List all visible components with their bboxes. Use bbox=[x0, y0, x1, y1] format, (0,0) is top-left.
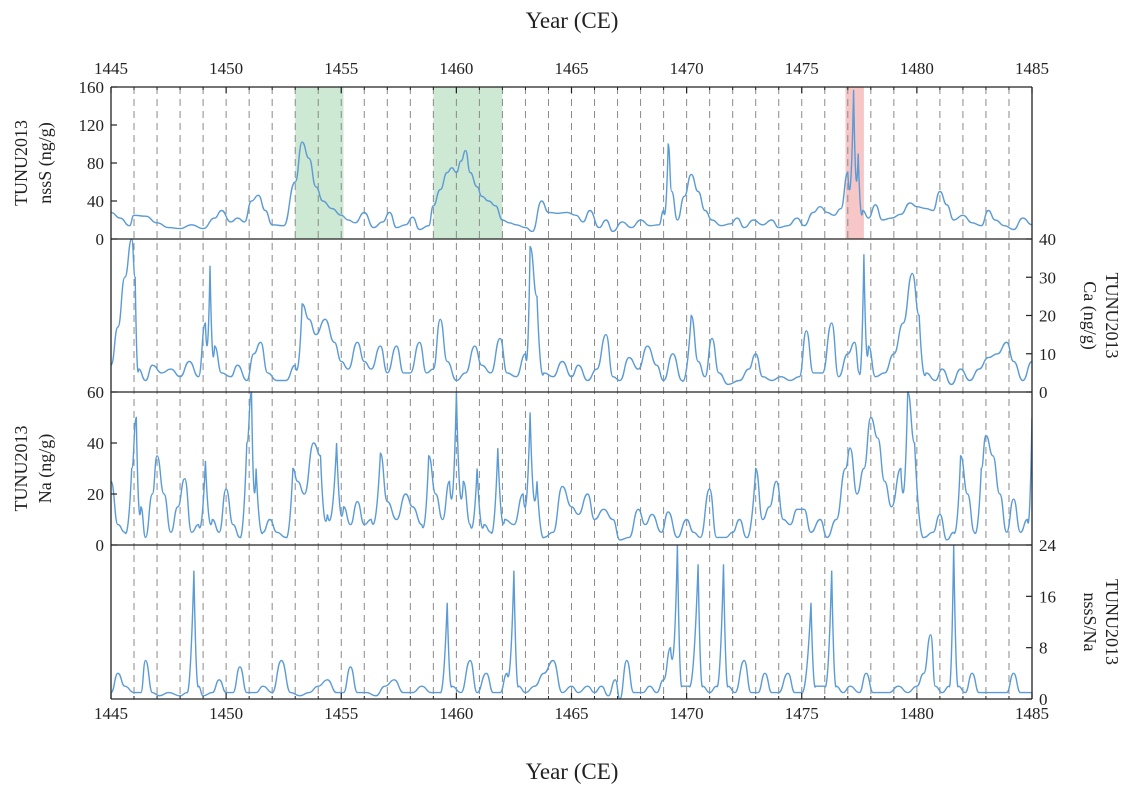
x-tick-label-bottom: 1475 bbox=[785, 704, 819, 723]
x-tick-label-top: 1480 bbox=[900, 59, 934, 78]
x-axis-title-bottom: Year (CE) bbox=[526, 759, 619, 784]
y-tick-label-Na: 60 bbox=[87, 383, 104, 402]
x-tick-label-bottom: 1465 bbox=[555, 704, 589, 723]
y-axis-label-Na-line1: TUNU2013 bbox=[11, 426, 31, 512]
y-axis-label-Ca-line2: Ca (ng/g) bbox=[1079, 281, 1100, 349]
y-tick-label-Na: 40 bbox=[87, 434, 104, 453]
series-line-nssS bbox=[111, 89, 1032, 233]
series-layer bbox=[111, 89, 1032, 699]
x-tick-label-top: 1460 bbox=[439, 59, 473, 78]
x-tick-label-bottom: 1445 bbox=[94, 704, 128, 723]
y-tick-label-nssS: 80 bbox=[87, 154, 104, 173]
y-tick-label-Ca: 10 bbox=[1039, 345, 1056, 364]
x-tick-label-bottom: 1485 bbox=[1015, 704, 1049, 723]
x-tick-label-bottom: 1470 bbox=[670, 704, 704, 723]
series-line-nssS_Na bbox=[111, 544, 1032, 699]
annual-grid bbox=[133, 87, 1010, 699]
y-axis-label-nssS_Na-line2: nssS/Na bbox=[1080, 592, 1100, 651]
x-tick-label-bottom: 1480 bbox=[900, 704, 934, 723]
y-axis-label-Na-line2: Na (ng/g) bbox=[35, 434, 56, 503]
y-axis-label-Ca-line1: TUNU2013 bbox=[1102, 273, 1122, 359]
x-tick-label-bottom: 1455 bbox=[324, 704, 358, 723]
x-tick-label-top: 1445 bbox=[94, 59, 128, 78]
y-tick-label-nssS: 160 bbox=[79, 78, 105, 97]
x-tick-label-top: 1455 bbox=[324, 59, 358, 78]
y-tick-label-nssS_Na: 24 bbox=[1039, 536, 1057, 555]
x-tick-label-bottom: 1460 bbox=[439, 704, 473, 723]
axes-layer: 1445 1445 1450 1450 1455 1455 1460 1460 1465 1465… bbox=[11, 59, 1122, 723]
y-tick-label-Na: 0 bbox=[96, 536, 105, 555]
y-tick-label-Na: 20 bbox=[87, 485, 104, 504]
x-tick-label-bottom: 1450 bbox=[209, 704, 243, 723]
y-tick-label-nssS: 120 bbox=[79, 116, 105, 135]
y-tick-label-nssS_Na: 0 bbox=[1039, 690, 1048, 709]
y-tick-label-Ca: 0 bbox=[1039, 383, 1048, 402]
y-tick-label-Ca: 20 bbox=[1039, 307, 1056, 326]
y-tick-label-nssS: 40 bbox=[87, 192, 104, 211]
y-tick-label-nssS_Na: 8 bbox=[1039, 639, 1048, 658]
series-line-Na bbox=[111, 391, 1032, 541]
x-tick-label-top: 1470 bbox=[670, 59, 704, 78]
series-line-Ca bbox=[111, 238, 1032, 386]
x-axis-title-top: Year (CE) bbox=[526, 8, 619, 33]
x-tick-label-top: 1475 bbox=[785, 59, 819, 78]
x-tick-label-top: 1465 bbox=[555, 59, 589, 78]
x-tick-label-top: 1485 bbox=[1015, 59, 1049, 78]
y-axis-label-nssS_Na-line1: TUNU2013 bbox=[1102, 579, 1122, 665]
y-axis-label-nssS-line2: nssS (ng/g) bbox=[35, 122, 56, 204]
shaded-interval-1 bbox=[295, 87, 344, 239]
x-tick-label-top: 1450 bbox=[209, 59, 243, 78]
y-tick-label-Ca: 40 bbox=[1039, 230, 1056, 249]
y-axis-label-nssS-line1: TUNU2013 bbox=[11, 120, 31, 206]
y-tick-label-Ca: 30 bbox=[1039, 268, 1056, 287]
y-tick-label-nssS: 0 bbox=[96, 230, 105, 249]
y-tick-label-nssS_Na: 16 bbox=[1039, 587, 1056, 606]
